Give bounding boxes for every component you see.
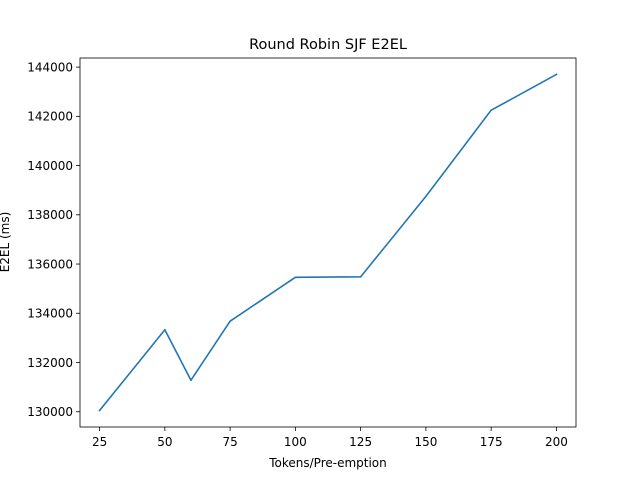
- y-axis-label: E2EL (ms): [0, 212, 12, 273]
- y-tick-label: 144000: [27, 60, 73, 74]
- axis-ticks: 25 50 75 100 125 150 175 200 130000 132000 134000 1…: [27, 60, 568, 449]
- x-tick-label: 50: [157, 435, 172, 449]
- x-tick-label: 150: [414, 435, 437, 449]
- x-tick-label: 175: [480, 435, 503, 449]
- series-line: [98, 73, 558, 412]
- y-tick-label: 130000: [27, 405, 73, 419]
- y-tick-label: 142000: [27, 110, 73, 124]
- data-point: [425, 195, 427, 198]
- y-tick-label: 134000: [27, 307, 73, 321]
- x-tick-label: 100: [284, 435, 307, 449]
- data-point: [164, 328, 166, 331]
- data-point: [490, 109, 492, 111]
- data-point: [294, 276, 297, 279]
- data-point: [359, 276, 362, 278]
- data-point: [229, 320, 231, 322]
- x-tick-label: 25: [92, 435, 107, 449]
- data-point: [555, 73, 558, 76]
- chart-title: Round Robin SJF E2EL: [249, 37, 407, 53]
- y-tick-label: 132000: [27, 356, 73, 370]
- y-tick-label: 136000: [27, 257, 73, 271]
- series-layer: [98, 73, 558, 412]
- y-tick-label: 140000: [27, 159, 73, 173]
- y-tick-label: 138000: [27, 208, 73, 222]
- data-point: [98, 409, 101, 412]
- x-tick-label: 75: [222, 435, 237, 449]
- x-tick-label: 200: [545, 435, 568, 449]
- x-axis-label: Tokens/Pre-emption: [268, 456, 387, 470]
- x-tick-label: 125: [349, 435, 372, 449]
- data-point: [190, 379, 192, 382]
- plot-area-frame: [79, 57, 577, 428]
